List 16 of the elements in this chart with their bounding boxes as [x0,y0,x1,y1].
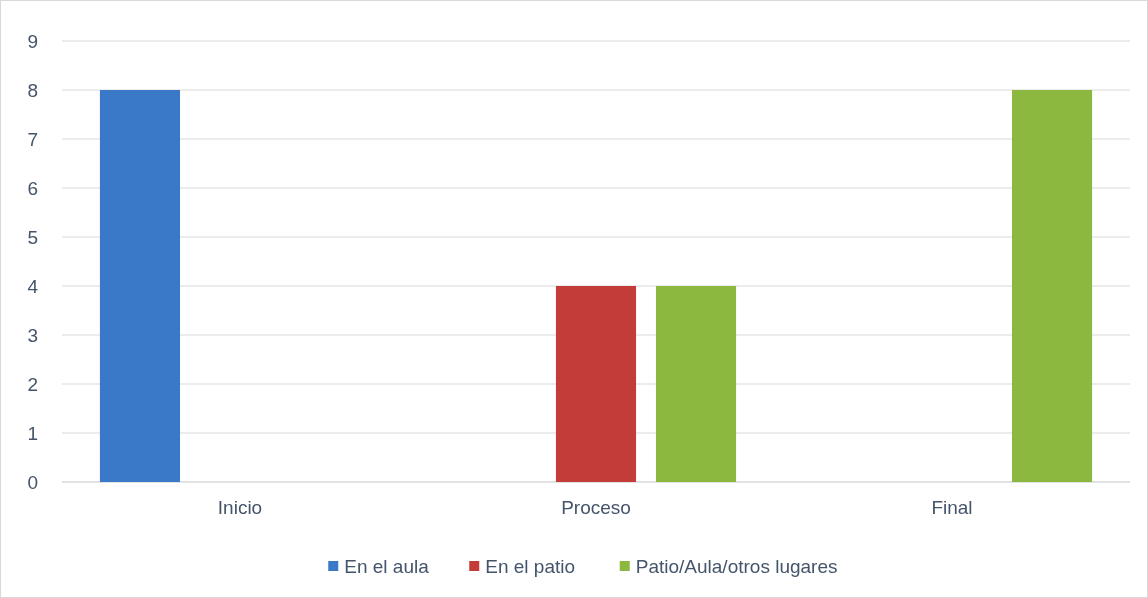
x-tick-label: Inicio [217,497,263,518]
y-tick-label: 4 [27,275,39,297]
y-tick-label: 6 [27,177,38,199]
x-tick-label: Proceso [561,497,631,518]
y-tick-label: 0 [27,471,38,493]
legend-label: En el patio [485,555,576,577]
y-tick-label: 3 [27,324,38,346]
legend-label: En el aula [344,555,430,577]
x-tick-label: Final [931,497,973,518]
y-tick-label: 8 [27,79,38,101]
y-tick-label: 1 [27,422,38,444]
y-tick-label: 5 [27,226,38,248]
y-tick-label: 7 [27,128,38,150]
legend-label: Patio/Aula/otros lugares [635,555,838,577]
y-tick-label: 9 [27,30,38,52]
y-tick-label: 2 [27,373,38,395]
